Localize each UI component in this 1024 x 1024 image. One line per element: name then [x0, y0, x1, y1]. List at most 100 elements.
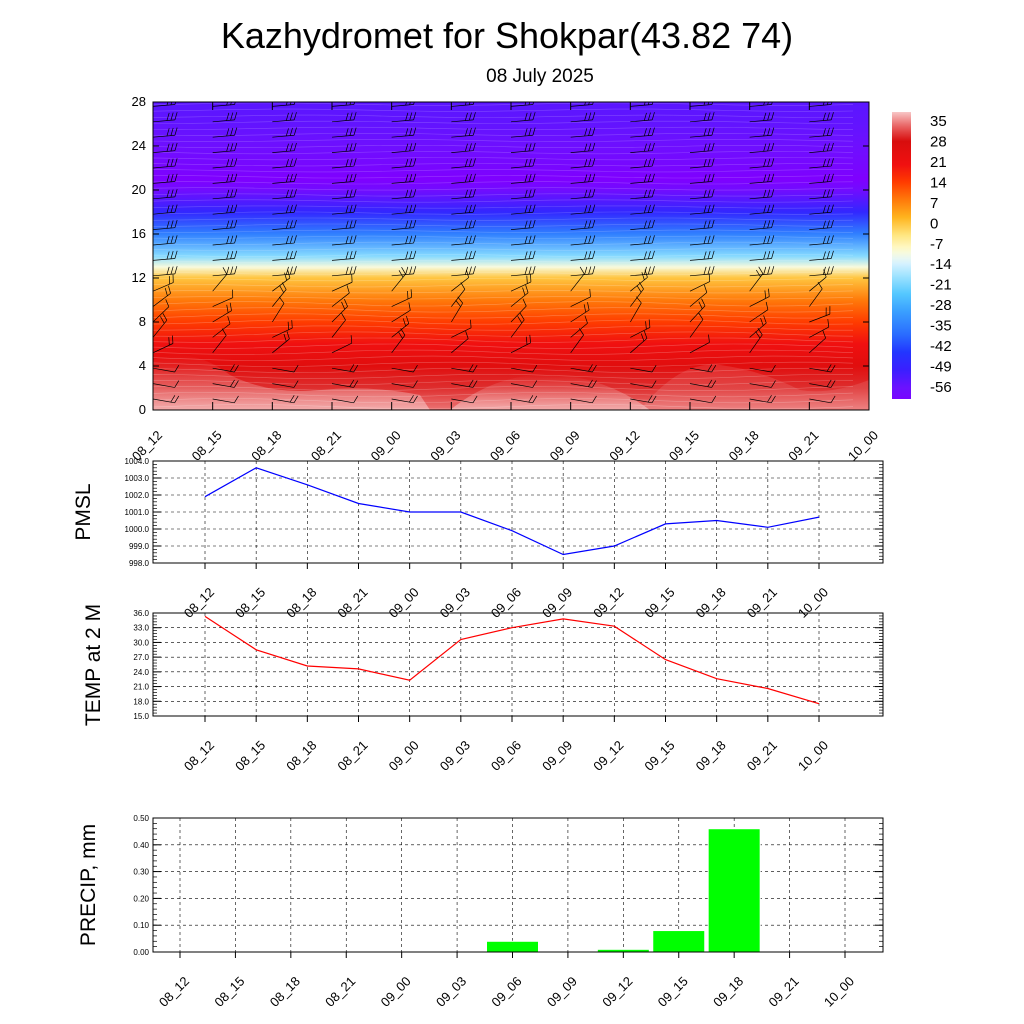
- y-tick-label: 36.0: [133, 609, 149, 618]
- wind-barb: [212, 302, 232, 323]
- wind-barb: [809, 204, 834, 215]
- contour-line: [153, 247, 854, 251]
- wind-barb: [749, 266, 764, 292]
- colorbar-label: -21: [930, 277, 952, 294]
- wind-barb: [272, 142, 297, 153]
- contour-line: [153, 181, 854, 185]
- x-tick-label: 09_00: [368, 428, 404, 464]
- wind-barb: [868, 275, 869, 276]
- colorbar-label: 21: [930, 154, 947, 171]
- wind-barb: [630, 319, 651, 338]
- wind-barb: [272, 380, 299, 388]
- contour-line: [153, 235, 854, 239]
- wind-barb: [153, 127, 178, 138]
- contour-line: [153, 114, 854, 118]
- x-tick-label: 08_15: [211, 974, 247, 1010]
- wind-barb: [570, 250, 596, 261]
- contour-line: [153, 284, 854, 288]
- wind-barb: [630, 127, 655, 138]
- x-tick-label: 09_21: [744, 738, 780, 774]
- colorbar: 35 28 21 14 7 0 -7 -14 -21 -28 -35 -42 -49 -56: [892, 112, 952, 399]
- wind-barb: [212, 395, 239, 404]
- wind-barb: [630, 219, 655, 230]
- wind-barb: [153, 112, 178, 123]
- wind-barb: [331, 335, 353, 354]
- wind-barb: [510, 395, 538, 404]
- x-tick-label: 09_15: [641, 738, 677, 774]
- contour-line: [153, 138, 854, 143]
- x-tick-label: 09_21: [785, 428, 821, 464]
- wind-barb: [153, 313, 168, 338]
- x-tick-label: 08_12: [181, 738, 217, 774]
- wind-barb: [212, 158, 238, 169]
- wind-barb: [630, 364, 657, 373]
- wind-barb: [212, 235, 238, 246]
- wind-barb: [809, 219, 834, 230]
- wind-barb: [570, 235, 596, 246]
- y-tick-label: 24.0: [133, 668, 149, 677]
- x-tick-label: 08_18: [248, 428, 284, 464]
- wind-barb: [451, 395, 478, 404]
- wind-barb: [212, 250, 238, 261]
- y-tick-label: 28: [132, 94, 146, 109]
- wind-barb: [689, 112, 715, 123]
- wind-barb: [272, 331, 290, 354]
- wind-barb: [510, 102, 535, 107]
- wind-barb: [868, 213, 869, 215]
- wind-barb: [331, 266, 357, 277]
- wind-barb: [510, 173, 536, 184]
- contour-line: [153, 355, 854, 361]
- wind-barb: [689, 219, 715, 230]
- wind-barb: [510, 204, 536, 215]
- wind-barb: [689, 189, 715, 200]
- wind-barb: [153, 173, 178, 184]
- x-tick-label: 10_00: [795, 738, 831, 774]
- wind-barb: [749, 364, 776, 373]
- wind-barb: [451, 204, 476, 215]
- pmsl-x-axis: 08_12 08_15 08_18 08_21 09_00 09_03 09_06 09_09…: [181, 563, 831, 621]
- wind-barb: [689, 127, 715, 138]
- wind-barb: [749, 395, 776, 404]
- wind-barb: [153, 189, 178, 200]
- wind-barb: [749, 173, 775, 184]
- wind-barb: [391, 102, 415, 107]
- contour-line: [153, 325, 853, 331]
- wind-barb: [212, 267, 228, 292]
- wind-barb: [570, 395, 597, 404]
- wind-barb: [451, 158, 476, 169]
- pmsl-grid: [153, 460, 883, 564]
- pmsl-line: [204, 467, 820, 556]
- x-tick-label: 09_03: [437, 738, 473, 774]
- wind-barb: [451, 142, 476, 153]
- wind-barb: [510, 285, 529, 307]
- contour-line: [153, 379, 854, 386]
- contour-line: [153, 290, 854, 294]
- wind-barb: [510, 235, 536, 246]
- wind-barb: [630, 102, 654, 107]
- wind-barb: [391, 189, 417, 200]
- wind-barb: [212, 316, 231, 338]
- wind-barb: [451, 219, 476, 230]
- wind-barb: [630, 173, 655, 184]
- temperature-contours: [153, 102, 854, 410]
- wind-barb: [689, 379, 717, 388]
- x-tick-label: 09_00: [386, 585, 422, 621]
- wind-barb: [689, 284, 708, 307]
- wind-barb: [153, 364, 180, 373]
- wind-barb: [510, 158, 536, 169]
- contour-line: [153, 205, 854, 209]
- wind-barb: [570, 288, 591, 307]
- wind-barb: [272, 296, 285, 323]
- wind-barb: [809, 102, 833, 107]
- wind-barb: [749, 112, 775, 123]
- contour-line: [153, 211, 854, 215]
- wind-barb: [153, 235, 178, 246]
- x-tick-label: 08_18: [267, 974, 303, 1010]
- wind-barb: [868, 183, 869, 184]
- x-tick-label: 09_12: [590, 585, 626, 621]
- wind-barb: [510, 112, 536, 123]
- wind-barb: [689, 173, 715, 184]
- wind-barb: [331, 142, 357, 153]
- wind-barb: [153, 266, 178, 277]
- x-tick-label: 08_21: [308, 428, 344, 464]
